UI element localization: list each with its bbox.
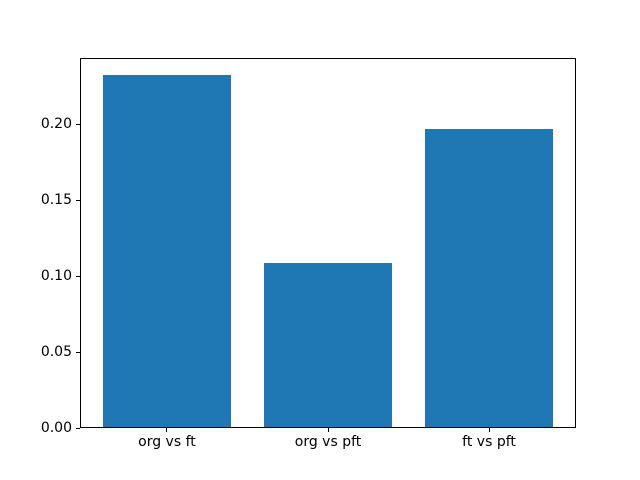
bar-ft-vs-pft	[424, 129, 554, 427]
y-tick-label: 0.15	[40, 192, 72, 209]
x-tick-mark	[166, 428, 168, 432]
y-tick-mark	[76, 199, 80, 201]
y-tick-mark	[76, 427, 80, 429]
y-tick-label: 0.00	[40, 420, 72, 436]
x-tick-label: ft vs pft	[462, 434, 516, 450]
bar-org-vs-ft	[102, 74, 232, 427]
x-tick-mark	[488, 428, 490, 432]
plot-area	[80, 58, 576, 428]
y-tick-mark	[76, 275, 80, 277]
y-tick-label: 0.10	[40, 268, 72, 285]
x-tick-label: org vs ft	[138, 434, 196, 450]
x-tick-mark	[327, 428, 329, 432]
y-tick-label: 0.20	[40, 116, 72, 133]
y-tick-mark	[76, 123, 80, 125]
y-tick-label: 0.05	[40, 344, 72, 361]
bar-org-vs-pft	[263, 262, 393, 427]
x-tick-label: org vs pft	[294, 434, 362, 450]
y-tick-mark	[76, 351, 80, 353]
